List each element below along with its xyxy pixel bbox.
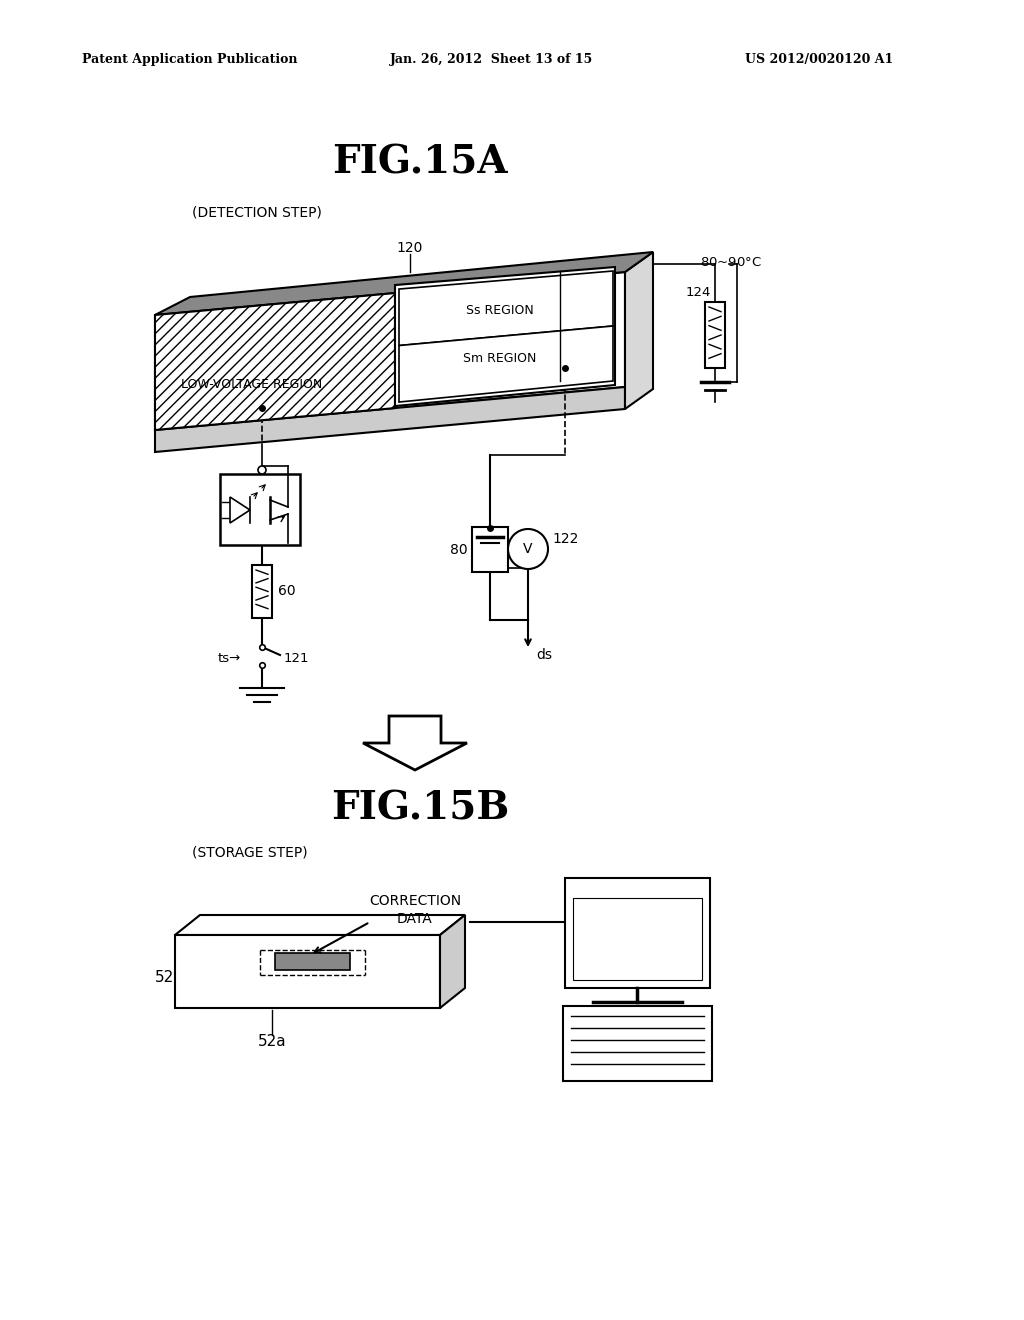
Text: Ss REGION: Ss REGION: [466, 304, 534, 317]
Polygon shape: [395, 267, 615, 407]
Bar: [563, 1006, 712, 1081]
Text: FIG.15B: FIG.15B: [331, 789, 509, 828]
Text: 120: 120: [397, 242, 423, 255]
Polygon shape: [175, 915, 465, 935]
Polygon shape: [625, 252, 653, 409]
Polygon shape: [155, 252, 653, 315]
Text: (DETECTION STEP): (DETECTION STEP): [193, 205, 322, 219]
Text: CORRECTION
DATA: CORRECTION DATA: [369, 895, 461, 925]
Bar: [220, 474, 300, 545]
Bar: [252, 565, 272, 618]
Text: LOW-VOLTAGE REGION: LOW-VOLTAGE REGION: [181, 379, 323, 392]
Polygon shape: [155, 387, 625, 451]
Text: 52a: 52a: [258, 1035, 287, 1049]
Text: (STORAGE STEP): (STORAGE STEP): [193, 845, 307, 859]
Text: ts→: ts→: [218, 652, 242, 664]
Text: Sm REGION: Sm REGION: [463, 351, 537, 364]
Text: 121: 121: [284, 652, 309, 664]
Polygon shape: [399, 271, 613, 346]
Polygon shape: [399, 326, 613, 403]
Bar: [573, 898, 702, 979]
Text: FIG.15A: FIG.15A: [332, 143, 508, 181]
Text: 80: 80: [451, 543, 468, 557]
Polygon shape: [362, 715, 467, 770]
Polygon shape: [175, 935, 440, 1008]
Text: V: V: [523, 543, 532, 556]
Text: 52: 52: [155, 970, 174, 986]
Bar: [705, 302, 725, 368]
Text: 122: 122: [552, 532, 579, 546]
Text: 124: 124: [686, 286, 712, 300]
Bar: [275, 953, 350, 970]
Polygon shape: [155, 293, 395, 430]
Text: 60: 60: [278, 583, 296, 598]
Text: US 2012/0020120 A1: US 2012/0020120 A1: [745, 54, 893, 66]
Polygon shape: [230, 498, 250, 523]
Circle shape: [508, 529, 548, 569]
Polygon shape: [155, 272, 625, 430]
Text: Patent Application Publication: Patent Application Publication: [82, 54, 298, 66]
Polygon shape: [440, 915, 465, 1008]
Circle shape: [258, 466, 266, 474]
Bar: [472, 527, 508, 572]
Text: Jan. 26, 2012  Sheet 13 of 15: Jan. 26, 2012 Sheet 13 of 15: [390, 54, 593, 66]
Text: 80~90$\degree$C: 80~90$\degree$C: [700, 256, 762, 269]
Text: ds: ds: [536, 648, 552, 663]
Bar: [565, 878, 710, 987]
